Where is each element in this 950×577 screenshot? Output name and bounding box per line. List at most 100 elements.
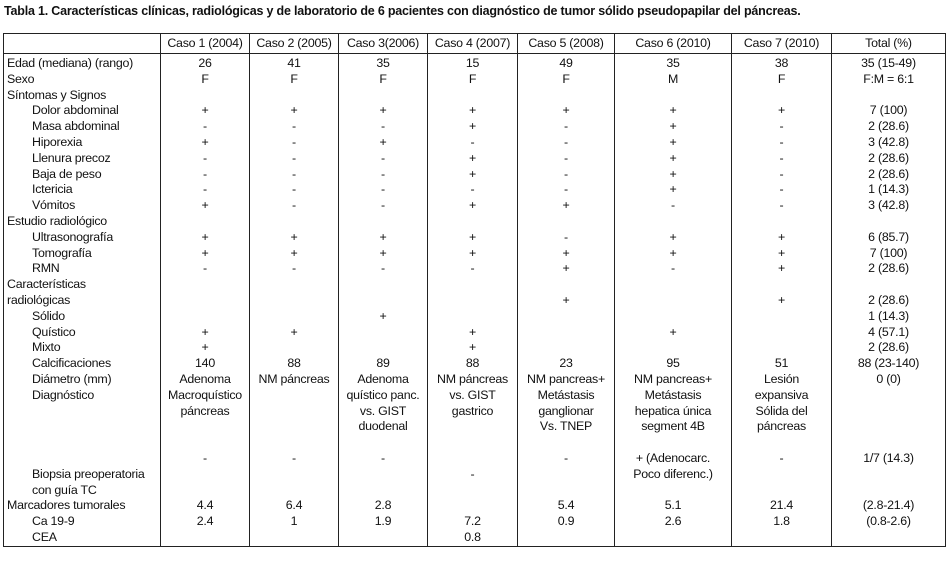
table-cell: 2.4	[160, 514, 250, 530]
table-row: Sexo F F F F F M F F:M = 6:1	[3, 71, 946, 88]
table-cell	[249, 419, 339, 436]
table-cell: 6.4	[249, 498, 339, 515]
table-row: Llenura precoz - - - + - + -2 (28.6)	[3, 150, 946, 167]
table-cell: 15	[427, 53, 518, 72]
table-row: Ca 19-9 2.4 1 1.9 7.2 0.9 2.6 1.8 (0.8-2.6)	[3, 514, 946, 530]
table-cell	[731, 213, 832, 230]
table-cell: 89	[338, 356, 428, 372]
table-cell: 41	[249, 53, 339, 72]
table-cell: +	[249, 229, 339, 246]
table-cell: F	[427, 71, 518, 88]
table-cell	[338, 277, 428, 293]
table-cell: 88	[249, 356, 339, 372]
table-cell: 2.6	[614, 514, 732, 530]
table-cell	[160, 435, 250, 451]
table-cell	[614, 435, 732, 451]
row-label: Quístico	[3, 324, 161, 341]
header-cell: Caso 1 (2004)	[160, 33, 250, 54]
row-label: Edad (mediana) (rango)	[3, 53, 161, 72]
table-row: Ictericia - - - - - + -1 (14.3)	[3, 182, 946, 199]
table-cell: páncreas	[731, 419, 832, 436]
table-cell: +	[338, 229, 428, 246]
table-cell: +	[517, 103, 615, 120]
table-cell	[517, 482, 615, 499]
table-row: CEA 0.8	[3, 529, 946, 547]
table-cell: Metástasis	[614, 387, 732, 404]
table-cell: +	[338, 308, 428, 325]
table-cell	[831, 529, 946, 547]
table-cell: +	[160, 324, 250, 341]
table-cell: 2 (28.6)	[831, 166, 946, 183]
row-label: radiológicas	[3, 292, 161, 309]
row-label: Diagnóstico	[3, 387, 161, 404]
table-cell: 6 (85.7)	[831, 229, 946, 246]
table-cell: -	[249, 166, 339, 183]
table-cell: -	[338, 261, 428, 278]
table-cell: F	[731, 71, 832, 88]
table-cell	[249, 340, 339, 357]
table-cell	[249, 308, 339, 325]
table-cell: -	[517, 134, 615, 151]
table-cell: -	[338, 166, 428, 183]
table-cell: +	[160, 198, 250, 214]
table-cell	[614, 277, 732, 293]
table-cell: Adenoma	[160, 371, 250, 388]
table-cell	[614, 292, 732, 309]
header-cell: Caso 5 (2008)	[517, 33, 615, 54]
table-cell	[614, 529, 732, 547]
table-cell: +	[614, 150, 732, 167]
table-cell: 3 (42.8)	[831, 198, 946, 214]
table-cell: +	[427, 324, 518, 341]
table-cell	[731, 466, 832, 483]
table-cell: 26	[160, 53, 250, 72]
row-label: Síntomas y Signos	[3, 87, 161, 104]
table-row: Vómitos + - - + + - -3 (42.8)	[3, 198, 946, 214]
table-cell	[831, 482, 946, 499]
table-cell: segment 4B	[614, 419, 732, 436]
table-cell: Sólida del	[731, 403, 832, 420]
table-cell: hepatica única	[614, 403, 732, 420]
table-cell	[249, 529, 339, 547]
table-cell: +	[427, 340, 518, 357]
row-label: Ictericia	[3, 182, 161, 199]
row-label: con guía TC	[3, 482, 161, 499]
table-cell: 5.1	[614, 498, 732, 515]
table-cell	[249, 482, 339, 499]
table-row: Ultrasonografía + + + + - + +6 (85.7)	[3, 229, 946, 246]
row-label: Biopsia preoperatoria	[3, 466, 161, 483]
row-label: Llenura precoz	[3, 150, 161, 167]
table-cell: F	[160, 71, 250, 88]
table-cell: -	[338, 198, 428, 214]
table-cell: -	[731, 134, 832, 151]
table-cell	[249, 435, 339, 451]
table-cell	[338, 292, 428, 309]
table-cell: -	[249, 198, 339, 214]
row-label: Diámetro (mm)	[3, 371, 161, 388]
table-cell	[517, 435, 615, 451]
table-cell: -	[427, 466, 518, 483]
table-row	[3, 435, 946, 451]
table-row: con guía TC	[3, 482, 946, 499]
table-cell	[160, 308, 250, 325]
table-cell: -	[160, 119, 250, 135]
table-cell	[731, 529, 832, 547]
table-cell: -	[731, 182, 832, 199]
table-row: Tomografía + + + + + + +7 (100)	[3, 245, 946, 262]
table-row: Quístico + + + +4 (57.1)	[3, 324, 946, 341]
table-cell	[160, 292, 250, 309]
row-label: Estudio radiológico	[3, 213, 161, 230]
table-row: - - - - + (Adenocarc. -1/7 (14.3)	[3, 450, 946, 467]
table-cell	[831, 435, 946, 451]
table-cell: F	[517, 71, 615, 88]
table-cell: -	[427, 134, 518, 151]
table-cell: gastrico	[427, 403, 518, 420]
table-cell: vs. GIST	[338, 403, 428, 420]
table-cell: 1/7 (14.3)	[831, 450, 946, 467]
table-cell: 1 (14.3)	[831, 308, 946, 325]
table-cell: -	[517, 166, 615, 183]
table-cell: +	[731, 292, 832, 309]
table-cell: 23	[517, 356, 615, 372]
table-cell	[517, 87, 615, 104]
table-cell	[338, 482, 428, 499]
table-cell: 140	[160, 356, 250, 372]
